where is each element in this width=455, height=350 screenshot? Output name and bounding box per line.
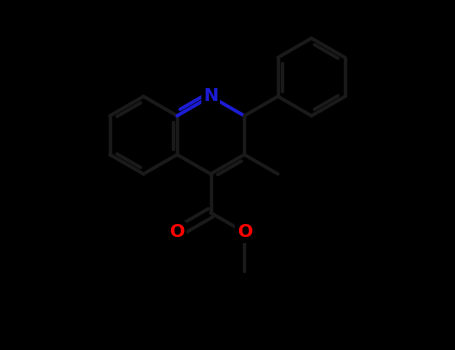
Text: N: N	[203, 88, 218, 105]
Text: O: O	[169, 223, 185, 241]
Text: O: O	[237, 223, 252, 241]
